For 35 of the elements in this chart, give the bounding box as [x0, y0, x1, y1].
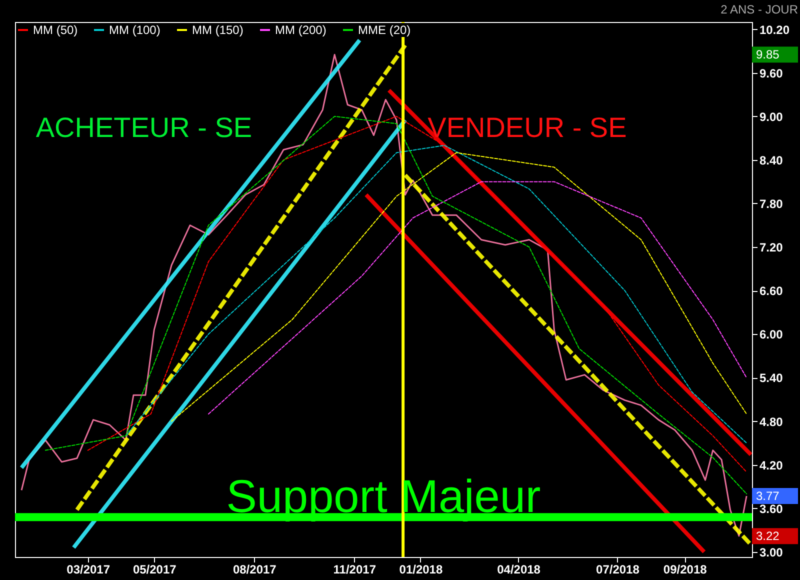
- text: 9.85: [756, 48, 780, 62]
- text: 3.22: [756, 529, 780, 544]
- text: 3.77: [756, 489, 780, 504]
- legend-label: MME (20): [358, 23, 411, 37]
- legend-label: MM (100): [109, 23, 160, 37]
- x-tick-label: 08/2017: [232, 562, 277, 576]
- line-series: [208, 181, 748, 414]
- x-tick-label: 01/2018: [399, 562, 443, 576]
- chart-title: 2 ANS - JOUR: [720, 2, 798, 16]
- x-tick-label: 11/2017: [333, 562, 376, 576]
- line-series: [125, 144, 748, 444]
- y-tick-label: 5.40: [760, 371, 784, 386]
- line-series: [20, 54, 748, 537]
- y-tick-label: 8.40: [760, 153, 784, 168]
- y-tick-label: 3.00: [760, 545, 784, 560]
- y-tick-label: 4.80: [760, 414, 784, 429]
- x-tick-label: 03/2017: [66, 562, 110, 576]
- y-tick-label: 7.20: [760, 240, 784, 255]
- annotation: ACHETEUR - SE: [36, 112, 252, 143]
- y-tick-label: 9.60: [760, 66, 784, 80]
- y-tick-label: 9.00: [760, 110, 784, 124]
- y-tick-label: 3.60: [760, 502, 784, 516]
- y-tick-label: 10.20: [760, 22, 790, 37]
- legend-label: MM (50): [33, 23, 78, 37]
- x-tick-label: 05/2017: [132, 562, 177, 576]
- y-tick-label: 7.80: [760, 196, 784, 211]
- x-tick-label: 09/2018: [663, 562, 708, 576]
- annotation: VENDEUR - SE: [428, 112, 627, 143]
- y-tick-label: 6.60: [760, 284, 784, 298]
- legend-label: MM (200): [275, 23, 326, 37]
- x-tick-label: 07/2018: [596, 562, 640, 576]
- y-tick-label: 4.20: [760, 458, 784, 472]
- x-tick-label: 04/2018: [497, 562, 541, 576]
- y-tick-label: 6.00: [760, 328, 784, 342]
- legend-label: MM (150): [192, 23, 244, 37]
